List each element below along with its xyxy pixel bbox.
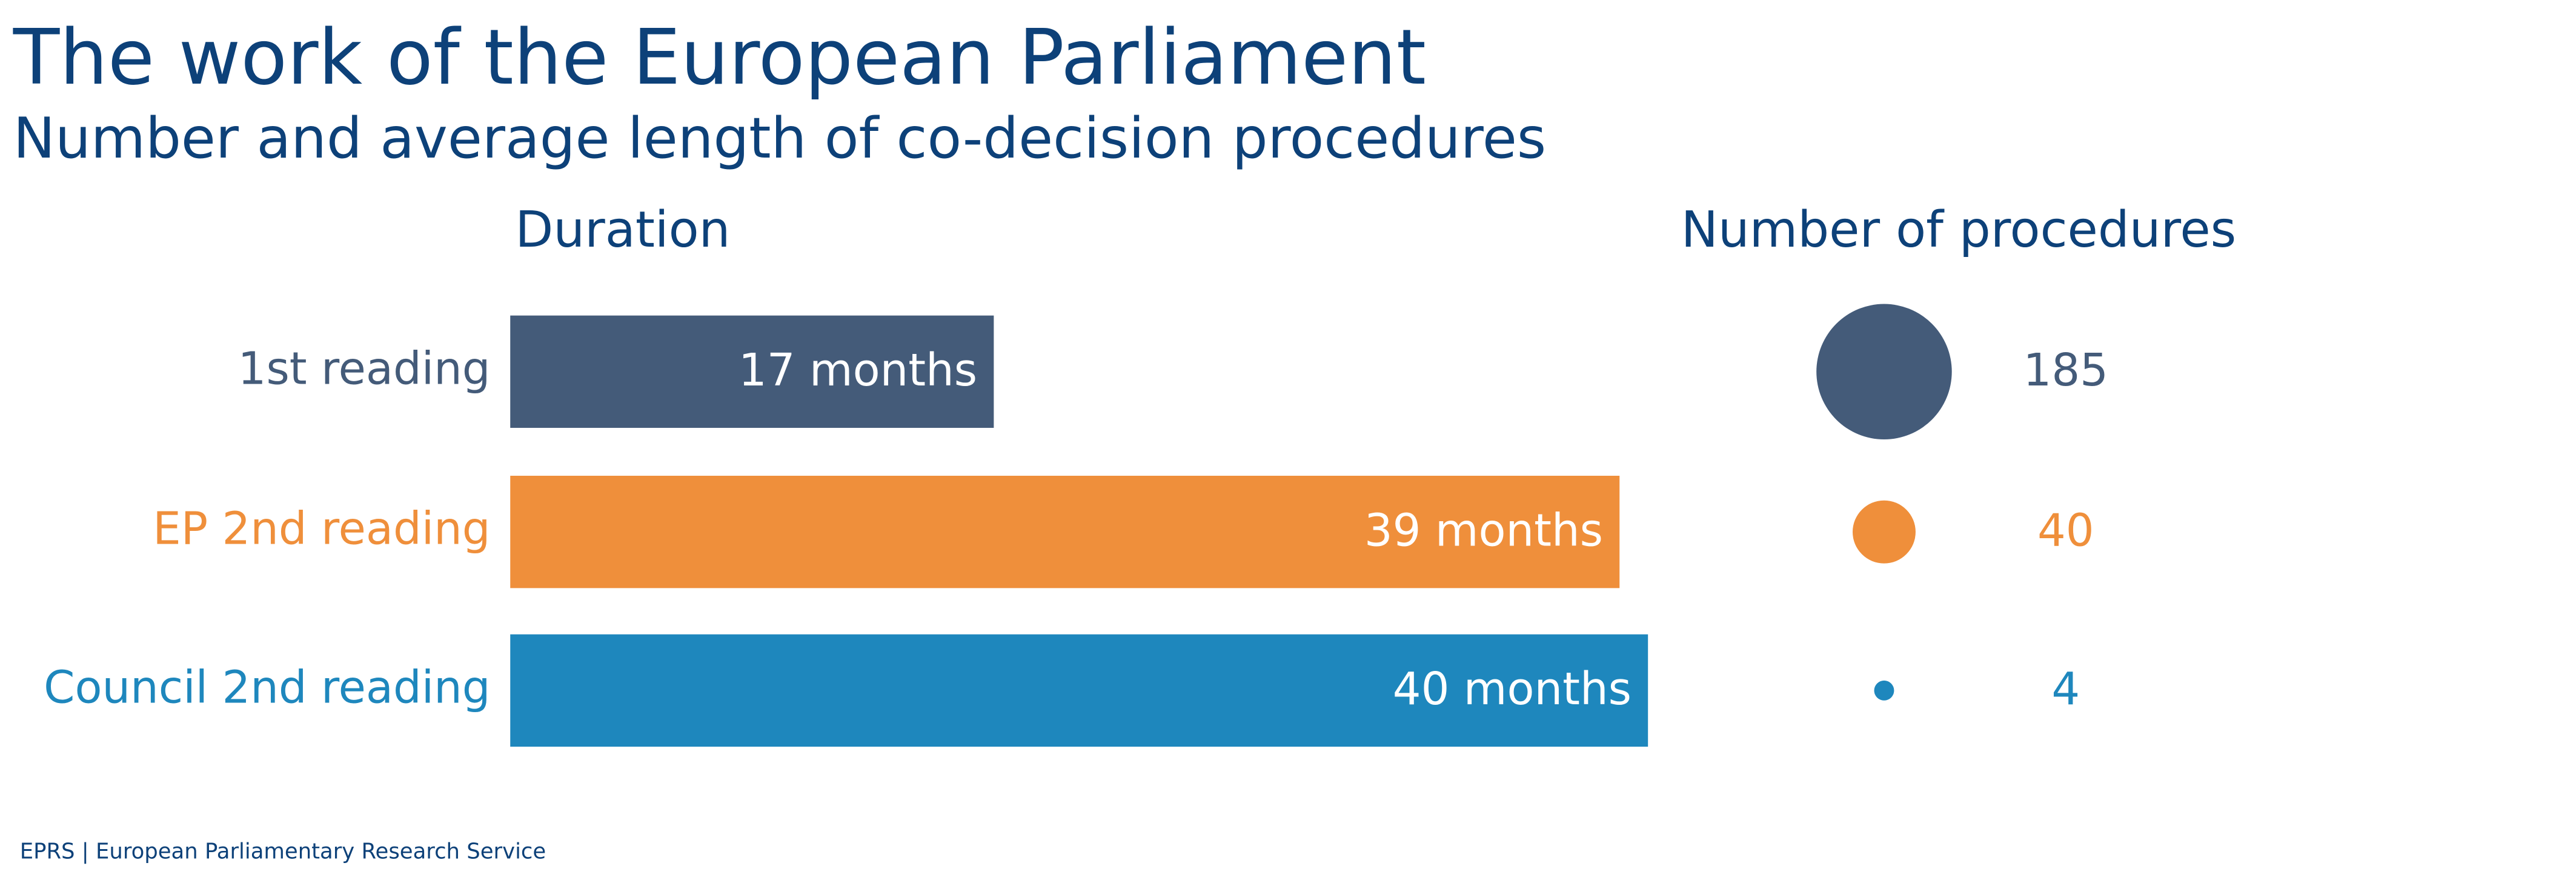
- category-label: 1st reading: [238, 343, 491, 395]
- chart-subtitle: Number and average length of co-decision…: [13, 105, 1546, 171]
- bar: [510, 476, 1620, 588]
- value-label: 40 months: [1393, 664, 1632, 715]
- value-label: 17 months: [739, 345, 977, 396]
- count-label: 185: [2023, 345, 2108, 396]
- source: EPRS | European Parliamentary Research S…: [20, 839, 546, 864]
- category-label: EP 2nd reading: [153, 504, 490, 555]
- chart-title: The work of the European Parliament: [13, 13, 1426, 102]
- section-title: Duration: [515, 201, 730, 259]
- bubble: [1816, 304, 1952, 440]
- bubble: [1852, 500, 1916, 564]
- count-label: 4: [2051, 664, 2080, 715]
- value-label: 39 months: [1364, 505, 1603, 556]
- category-label: Council 2nd reading: [44, 662, 490, 713]
- bar: [510, 634, 1648, 747]
- section-title: Number of procedures: [1681, 201, 2237, 259]
- count-label: 40: [2037, 505, 2094, 556]
- bar: [510, 315, 994, 428]
- bubble: [1874, 680, 1894, 701]
